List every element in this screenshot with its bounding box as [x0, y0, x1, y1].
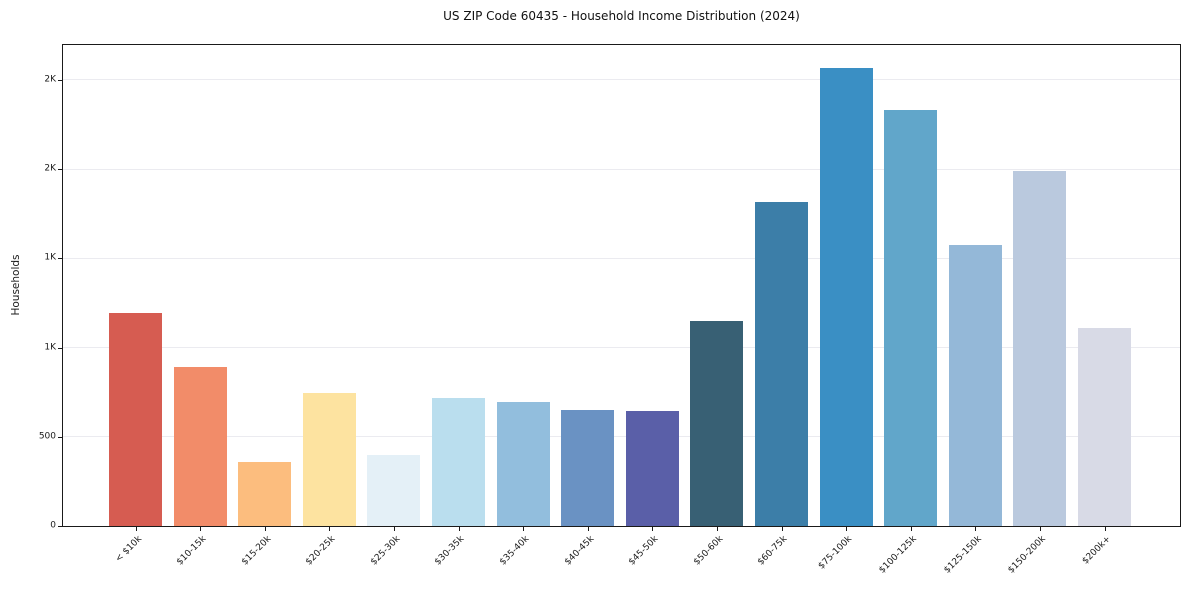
x-tick-label: $15-20k	[239, 534, 273, 568]
gridline	[63, 79, 1180, 81]
gridline	[63, 168, 1180, 170]
bar	[755, 202, 808, 526]
x-tick-label: $45-50k	[627, 534, 661, 568]
x-tick-mark	[652, 527, 654, 531]
x-tick-label: $125-150k	[942, 534, 984, 576]
bar	[561, 410, 615, 526]
bar	[432, 397, 485, 526]
bar	[496, 401, 550, 526]
x-tick-label: $25-30k	[368, 534, 403, 568]
y-tick-label: 1K	[44, 252, 56, 263]
bar	[948, 244, 1002, 526]
y-tick-mark	[58, 169, 62, 171]
x-tick-label: $200k+	[1080, 534, 1113, 567]
y-axis-label: Households	[10, 254, 22, 316]
x-tick-mark	[458, 527, 460, 531]
y-tick-mark	[58, 79, 62, 81]
y-tick-mark	[58, 347, 62, 349]
bar	[173, 367, 227, 526]
gridline	[63, 436, 1180, 438]
x-tick-mark	[587, 527, 589, 531]
x-tick-mark	[1104, 527, 1106, 531]
plot-area	[62, 44, 1181, 527]
bar	[367, 454, 421, 526]
bar	[690, 320, 744, 526]
bar	[1078, 327, 1131, 526]
x-tick-mark	[264, 527, 266, 531]
x-tick-mark	[200, 527, 202, 531]
bar	[884, 110, 938, 526]
y-tick-label: 2K	[44, 74, 56, 85]
x-tick-mark	[523, 527, 525, 531]
x-tick-mark	[846, 527, 848, 531]
x-tick-label: $100-125k	[877, 534, 919, 576]
x-tick-mark	[975, 527, 977, 531]
x-tick-label: $10-15k	[175, 534, 209, 568]
x-tick-label: < $10k	[113, 534, 144, 565]
x-tick-mark	[135, 527, 137, 531]
y-tick-label: 1K	[44, 342, 56, 353]
x-tick-mark	[393, 527, 395, 531]
y-tick-mark	[58, 258, 62, 260]
x-tick-mark	[329, 527, 331, 531]
bar	[302, 393, 356, 526]
y-tick-label: 2K	[44, 163, 56, 174]
x-tick-mark	[781, 527, 783, 531]
x-tick-mark	[1039, 527, 1041, 531]
gridline	[63, 347, 1180, 349]
x-tick-label: $40-45k	[562, 534, 596, 568]
bar	[238, 461, 292, 526]
x-tick-label: $50-60k	[691, 534, 726, 568]
x-tick-label: $75-100k	[816, 534, 855, 572]
x-tick-label: $20-25k	[304, 534, 338, 568]
y-tick-mark	[58, 436, 62, 438]
x-tick-label: $30-35k	[433, 534, 467, 568]
x-tick-mark	[716, 527, 718, 531]
gridline	[63, 257, 1180, 259]
x-tick-label: $60-75k	[756, 534, 790, 568]
chart-title: US ZIP Code 60435 - Household Income Dis…	[443, 9, 800, 23]
x-tick-mark	[910, 527, 912, 531]
y-tick-label: 0	[50, 520, 56, 531]
bar	[109, 312, 162, 526]
bar	[1013, 170, 1067, 526]
y-tick-mark	[58, 526, 62, 527]
x-tick-label: $35-40k	[498, 534, 532, 568]
y-tick-label: 500	[38, 431, 56, 442]
x-tick-label: $150-200k	[1006, 534, 1049, 576]
bar	[819, 68, 873, 526]
bar	[625, 410, 679, 526]
